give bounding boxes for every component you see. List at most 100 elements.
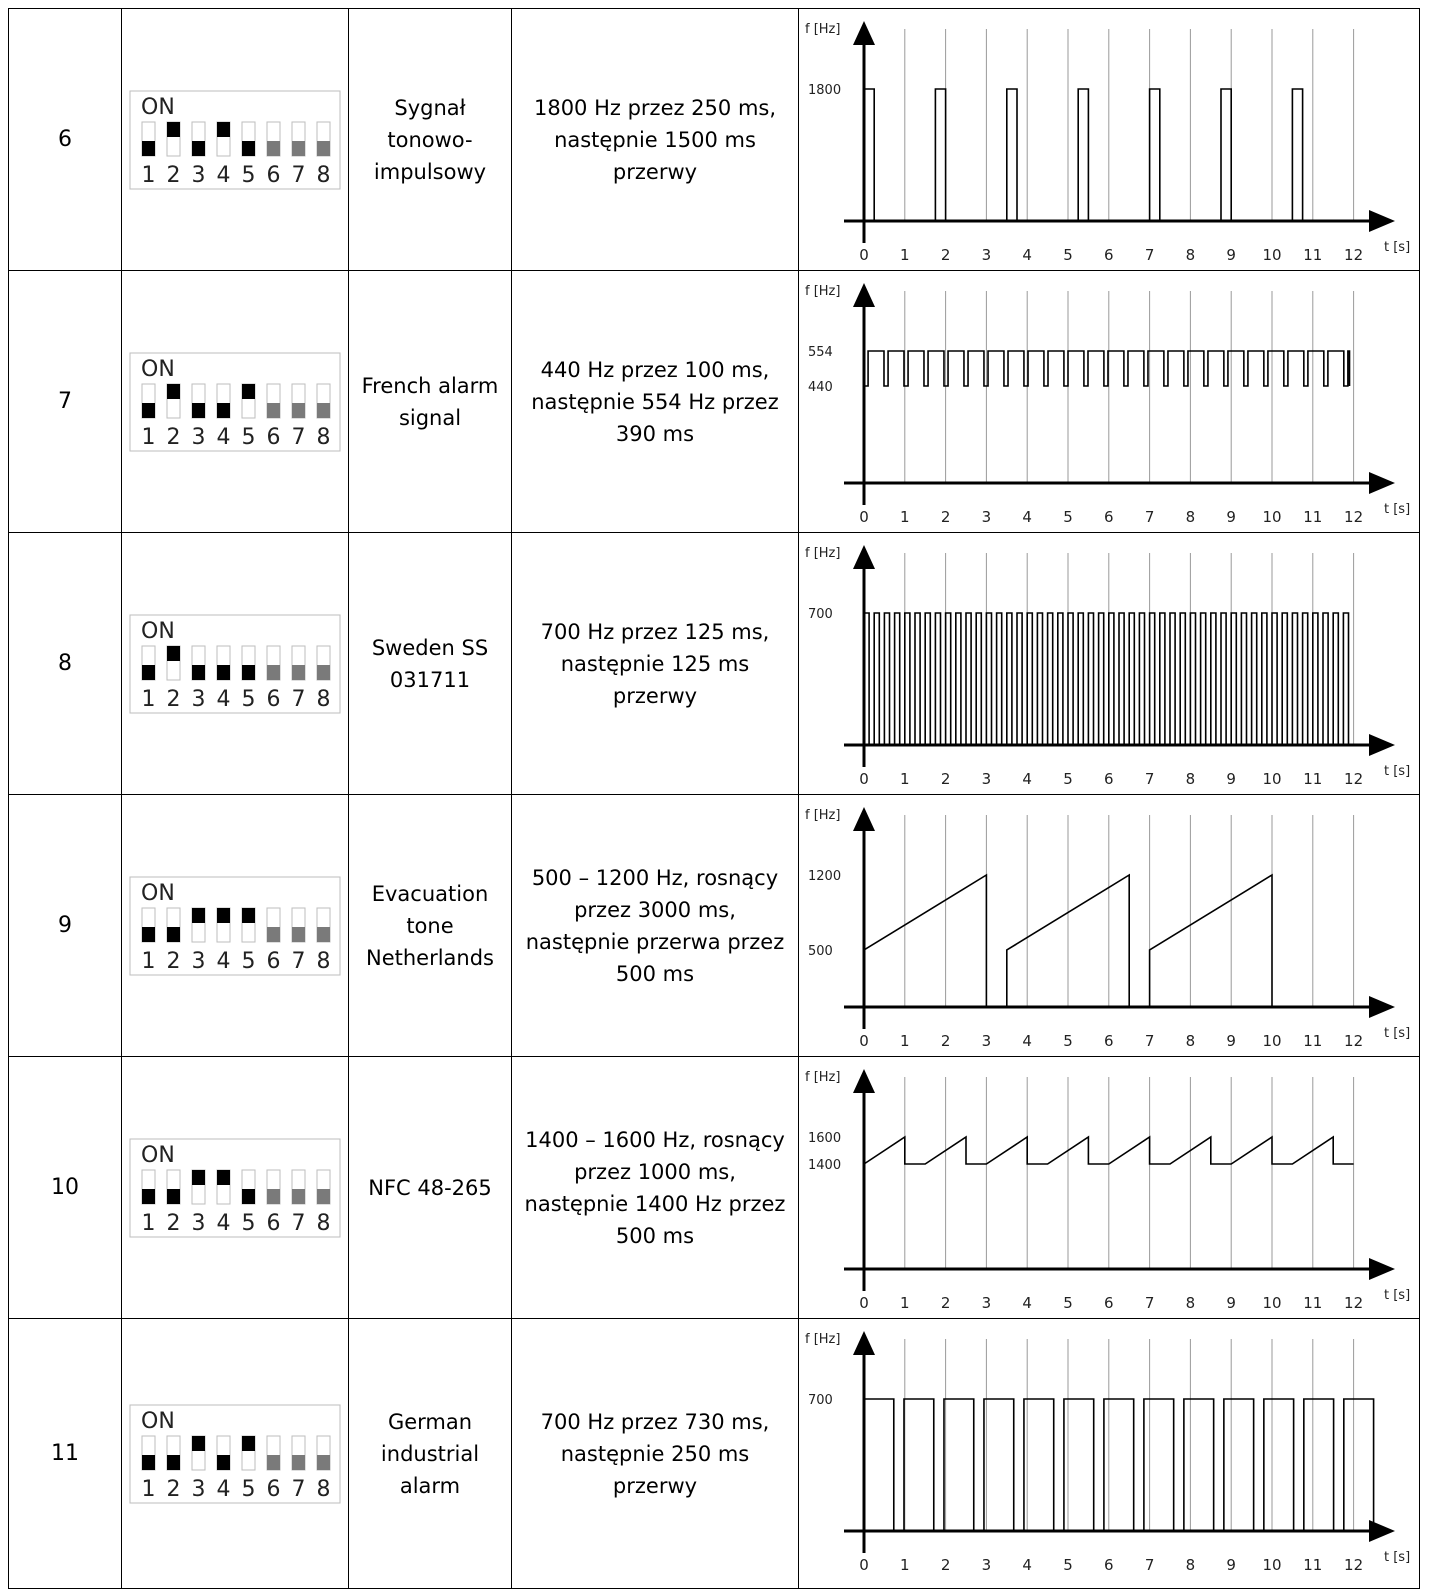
dip-position-label: 8 bbox=[317, 425, 331, 450]
x-tick-label: 11 bbox=[1303, 770, 1322, 788]
dip-switch-off bbox=[142, 140, 155, 156]
dip-position-label: 2 bbox=[167, 949, 181, 974]
x-tick-label: 2 bbox=[941, 770, 951, 788]
dip-switch-off bbox=[167, 1188, 180, 1204]
dip-position-label: 6 bbox=[267, 1477, 281, 1502]
dip-position-label: 2 bbox=[167, 163, 181, 188]
signal-description-cell: 440 Hz przez 100 ms, następnie 554 Hz pr… bbox=[511, 270, 799, 533]
x-tick-label: 2 bbox=[941, 1556, 951, 1574]
dip-switch-on bbox=[192, 907, 205, 923]
table-body: 6 ON 1 2 3 4 5 6 7 8 Sygnał tonowo- impulsowy 1800 … bbox=[8, 8, 1420, 1589]
dip-position-label: 8 bbox=[317, 163, 331, 188]
dip-switch-off bbox=[292, 1188, 305, 1204]
x-tick-label: 11 bbox=[1303, 1032, 1322, 1050]
signal-description: 440 Hz przez 100 ms, następnie 554 Hz pr… bbox=[531, 357, 779, 446]
signal-description: 1400 – 1600 Hz, rosnący przez 1000 ms, n… bbox=[524, 1127, 786, 1248]
x-tick-label: 1 bbox=[900, 1556, 910, 1574]
dip-position-label: 8 bbox=[317, 1477, 331, 1502]
x-tick-label: 11 bbox=[1303, 1556, 1322, 1574]
dip-switch-on bbox=[217, 121, 230, 137]
dip-switch-off bbox=[142, 1454, 155, 1470]
signal-description-cell: 1800 Hz przez 250 ms, następnie 1500 ms … bbox=[511, 8, 799, 271]
dip-switch-cell: ON 1 2 3 4 5 6 7 8 bbox=[121, 8, 349, 271]
dip-switch-block: ON 1 2 3 4 5 6 7 8 bbox=[129, 90, 341, 189]
dip-switch-off bbox=[217, 1454, 230, 1470]
x-tick-label: 12 bbox=[1344, 1294, 1363, 1312]
frequency-waveform bbox=[863, 611, 1350, 746]
x-axis-label: t [s] bbox=[1384, 764, 1410, 779]
x-tick-label: 6 bbox=[1104, 1556, 1114, 1574]
dip-position-label: 3 bbox=[192, 1477, 206, 1502]
dip-position-label: 8 bbox=[317, 687, 331, 712]
x-tick-label: 12 bbox=[1344, 770, 1363, 788]
x-tick-label: 1 bbox=[900, 770, 910, 788]
frequency-waveform bbox=[863, 1135, 1354, 1165]
dip-switch-off bbox=[192, 402, 205, 418]
dip-position-label: 1 bbox=[142, 687, 156, 712]
dip-switch-on bbox=[242, 1435, 255, 1451]
x-tick-label: 8 bbox=[1186, 246, 1196, 264]
table-row: 8 ON 1 2 3 4 5 6 7 8 Sweden SS 031711 700 Hz przez … bbox=[8, 532, 1420, 795]
x-tick-label: 3 bbox=[982, 246, 992, 264]
dip-position-label: 4 bbox=[217, 1211, 231, 1236]
signal-name-cell: German industrial alarm bbox=[348, 1318, 512, 1589]
signal-description: 500 – 1200 Hz, rosnący przez 3000 ms, na… bbox=[525, 865, 785, 986]
mode-number-cell: 9 bbox=[8, 794, 122, 1057]
x-tick-label: 5 bbox=[1063, 508, 1073, 526]
signal-name: German industrial alarm bbox=[380, 1409, 480, 1498]
dip-switch-off bbox=[317, 1188, 330, 1204]
frequency-waveform bbox=[863, 873, 1273, 1008]
y-tick-label: 1800 bbox=[808, 83, 841, 98]
dip-switch-cell: ON 1 2 3 4 5 6 7 8 bbox=[121, 1056, 349, 1319]
dip-switch-off bbox=[142, 402, 155, 418]
x-tick-label: 0 bbox=[859, 508, 869, 526]
x-tick-label: 1 bbox=[900, 1294, 910, 1312]
signal-name-cell: French alarm signal bbox=[348, 270, 512, 533]
dip-position-label: 1 bbox=[142, 949, 156, 974]
dip-switch-off bbox=[292, 926, 305, 942]
signal-description-cell: 700 Hz przez 730 ms, następnie 250 ms pr… bbox=[511, 1318, 799, 1589]
x-tick-label: 3 bbox=[982, 1032, 992, 1050]
frequency-chart-cell: f [Hz] t [s] 0 1 2 3 4 5 6 7 8 9 10 11 12 700 bbox=[798, 1318, 1420, 1589]
x-tick-label: 11 bbox=[1303, 508, 1322, 526]
dip-on-label: ON bbox=[141, 357, 175, 382]
x-tick-label: 2 bbox=[941, 1032, 951, 1050]
mode-number: 6 bbox=[58, 127, 72, 152]
dip-position-label: 4 bbox=[217, 687, 231, 712]
dip-switch-off bbox=[267, 402, 280, 418]
dip-switch-cell: ON 1 2 3 4 5 6 7 8 bbox=[121, 794, 349, 1057]
mode-number-cell: 11 bbox=[8, 1318, 122, 1589]
dip-on-label: ON bbox=[141, 619, 175, 644]
dip-position-label: 7 bbox=[292, 687, 306, 712]
x-tick-label: 10 bbox=[1262, 1294, 1281, 1312]
dip-position-label: 5 bbox=[242, 425, 256, 450]
dip-switch-off bbox=[267, 926, 280, 942]
dip-on-label: ON bbox=[141, 1143, 175, 1168]
dip-switch-on bbox=[192, 1435, 205, 1451]
dip-position-label: 7 bbox=[292, 425, 306, 450]
y-tick-label: 700 bbox=[808, 1393, 833, 1408]
x-tick-label: 10 bbox=[1262, 1032, 1281, 1050]
dip-switch-on bbox=[217, 1169, 230, 1185]
dip-switch-off bbox=[142, 926, 155, 942]
x-tick-label: 12 bbox=[1344, 246, 1363, 264]
dip-switch-off bbox=[192, 664, 205, 680]
dip-position-label: 2 bbox=[167, 425, 181, 450]
x-tick-label: 2 bbox=[941, 1294, 951, 1312]
dip-position-label: 5 bbox=[242, 1211, 256, 1236]
dip-switch-off bbox=[242, 664, 255, 680]
x-tick-label: 0 bbox=[859, 1032, 869, 1050]
mode-number: 9 bbox=[58, 913, 72, 938]
x-tick-label: 1 bbox=[900, 1032, 910, 1050]
x-tick-label: 3 bbox=[982, 1294, 992, 1312]
signal-name: Sweden SS 031711 bbox=[371, 635, 489, 692]
dip-switch-off bbox=[217, 402, 230, 418]
x-tick-label: 9 bbox=[1226, 246, 1236, 264]
dip-switch-off bbox=[292, 664, 305, 680]
x-axis-arrow bbox=[1369, 1257, 1395, 1280]
x-tick-label: 0 bbox=[859, 770, 869, 788]
x-tick-label: 8 bbox=[1186, 1556, 1196, 1574]
dip-position-label: 5 bbox=[242, 163, 256, 188]
